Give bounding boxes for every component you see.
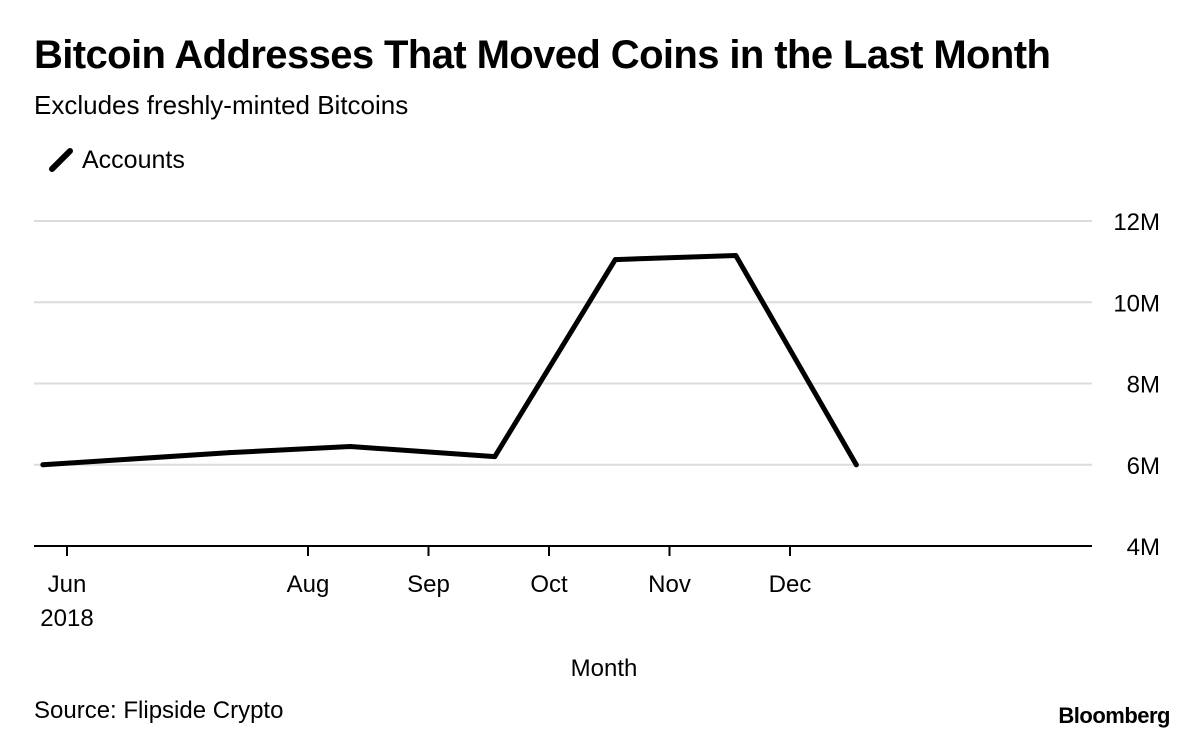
legend-line-icon (49, 148, 73, 172)
x-tick-label-Jun: Jun (48, 571, 87, 598)
series-line-accounts (40, 253, 859, 468)
x-tick-label-Oct: Oct (530, 571, 568, 598)
data-point-6 (853, 462, 859, 468)
chart-title: Bitcoin Addresses That Moved Coins in th… (34, 33, 1051, 77)
y-tick-label-8M: 8M (1127, 372, 1160, 399)
data-point-5 (733, 253, 739, 259)
source-note: Source: Flipside Crypto (34, 697, 284, 724)
x-axis-title: Month (571, 655, 638, 682)
x-tick-sublabel-2018: 2018 (40, 605, 93, 632)
data-point-2 (347, 443, 353, 449)
y-tick-label-4M: 4M (1127, 534, 1160, 561)
x-tick-label-Nov: Nov (648, 571, 691, 598)
grid-layer (34, 220, 1092, 466)
y-tick-label-6M: 6M (1127, 453, 1160, 480)
data-point-0 (40, 462, 46, 468)
legend: Accounts (48, 144, 185, 176)
data-point-1 (227, 450, 233, 456)
label-layer: 4M 6M 8M 10M 12M Jun 2018 Aug Sep Oct Nov Dec Month (40, 209, 1160, 682)
x-tick-label-Dec: Dec (769, 571, 812, 598)
legend-label: Accounts (82, 145, 185, 174)
x-tick-label-Aug: Aug (287, 571, 330, 598)
y-tick-label-10M: 10M (1113, 290, 1160, 317)
brand-logo: Bloomberg (1058, 703, 1170, 728)
data-point-4 (612, 257, 618, 263)
chart-subtitle: Excludes freshly-minted Bitcoins (34, 90, 409, 120)
series-layer (40, 253, 859, 468)
data-point-3 (492, 454, 498, 460)
x-tick-label-Sep: Sep (407, 571, 450, 598)
axis-layer (34, 545, 1092, 556)
y-tick-label-12M: 12M (1113, 209, 1160, 236)
